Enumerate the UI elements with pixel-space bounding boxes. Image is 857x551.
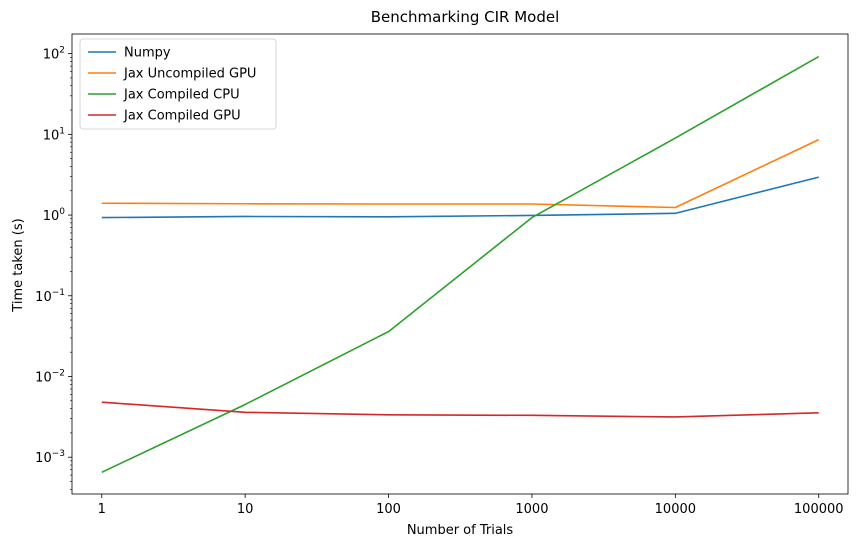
legend-label-jax-uncompiled-gpu: Jax Uncompiled GPU — [123, 67, 256, 82]
legend: Numpy Jax Uncompiled GPU Jax Compiled CPU J… — [79, 38, 277, 130]
y-tick-label: 101 — [43, 126, 65, 143]
y-tick-label: 10−2 — [35, 368, 65, 385]
legend-label-numpy: Numpy — [124, 46, 171, 61]
x-tick-label: 10 — [237, 502, 254, 517]
y-axis-label: Time taken (s) — [11, 218, 26, 312]
x-tick-label: 100000 — [794, 502, 844, 517]
axes-frame — [71, 33, 849, 495]
y-tick-label: 10−3 — [35, 449, 65, 466]
legend-box — [79, 38, 277, 130]
x-axis-label: Number of Trials — [407, 523, 514, 538]
series-line-numpy — [101, 176, 819, 219]
y-tick-label: 100 — [43, 207, 66, 224]
series-line-jax-compiled-cpu — [101, 55, 820, 474]
series-line-jax-uncompiled-gpu — [101, 138, 820, 209]
x-tick-label: 1000 — [515, 502, 548, 517]
legend-label-jax-compiled-gpu: Jax Compiled GPU — [123, 109, 241, 124]
plot-area: 1 10 100 1000 10000 100000 10−3 10−2 10−1 100 101 1… — [35, 33, 849, 517]
legend-label-jax-compiled-cpu: Jax Compiled CPU — [123, 88, 240, 103]
series-line-jax-compiled-gpu — [101, 401, 819, 418]
x-tick-label: 10000 — [655, 502, 696, 517]
y-tick-label: 10−1 — [35, 288, 65, 305]
x-tick-label: 100 — [376, 502, 401, 517]
y-tick-label: 102 — [43, 46, 65, 63]
chart-title: Benchmarking CIR Model — [371, 8, 560, 26]
x-tick-label: 1 — [98, 502, 106, 517]
